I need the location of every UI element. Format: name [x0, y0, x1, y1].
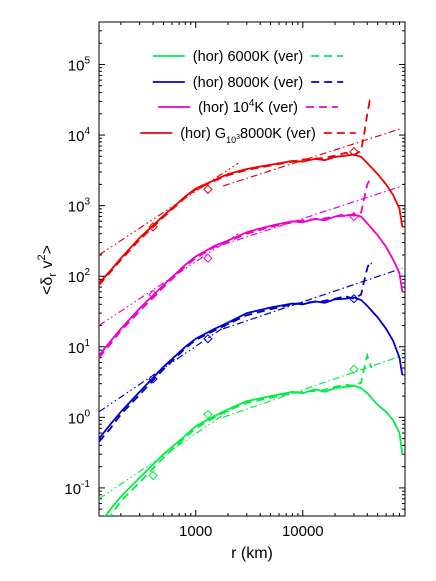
fit-small-scale-line: [99, 233, 239, 327]
y-tick-label: 105: [68, 55, 91, 74]
diamond-marker: [203, 409, 213, 420]
series-ver-line: [99, 178, 373, 359]
series-ver-line: [109, 352, 373, 516]
diamond-marker: [203, 253, 213, 263]
y-tick-label: 104: [68, 126, 91, 145]
fit-large-scale-line: [222, 355, 403, 418]
legend-label: (hor) 8000K (ver): [193, 75, 303, 91]
diamond-marker: [349, 364, 359, 374]
fit-small-scale-line: [99, 317, 239, 413]
series-layer: [99, 99, 404, 516]
series-ver-line: [99, 260, 373, 443]
legend-label: (hor) 104K (ver): [198, 98, 298, 116]
diamond-marker: [349, 147, 359, 157]
diamond-marker: [349, 293, 359, 304]
y-tick-label: 102: [68, 267, 91, 286]
series-hor-line: [99, 153, 404, 284]
diamond-marker: [203, 184, 213, 195]
y-tick-label: 103: [68, 197, 91, 216]
y-axis-label: <δr v2>: [36, 245, 59, 295]
series-hor-line: [99, 213, 404, 357]
y-tick-label: 101: [68, 338, 91, 357]
diamond-marker: [148, 470, 158, 481]
diamond-marker: [203, 334, 213, 344]
legend-label: (hor) G1038000K (ver): [180, 126, 316, 145]
diamond-marker: [148, 374, 158, 384]
diamond-marker: [349, 211, 359, 222]
series-hor-line: [104, 384, 404, 516]
x-axis-label: r (km): [231, 545, 273, 562]
fit-large-scale-line: [222, 185, 403, 246]
y-tick-label: 100: [68, 408, 91, 427]
diamond-marker: [148, 222, 158, 232]
series-ver-line: [99, 99, 373, 286]
series-hor-line: [99, 296, 404, 440]
fit-small-scale-line: [99, 404, 239, 500]
fit-large-scale-line: [222, 127, 403, 187]
plot-frame: [98, 21, 406, 517]
diamond-marker: [148, 289, 158, 300]
y-tick-label: 10-1: [64, 479, 90, 498]
fit-large-scale-line: [222, 267, 403, 330]
y-axis-label-text: <δr v2>: [36, 245, 59, 295]
legend: (hor) 6000K (ver) (hor) 8000K (ver) (hor) …: [140, 49, 356, 145]
x-tick-label: 10000: [282, 523, 324, 540]
legend-label: (hor) 6000K (ver): [193, 49, 303, 65]
x-tick-label: 1000: [179, 523, 212, 540]
fit-small-scale-line: [99, 162, 239, 256]
